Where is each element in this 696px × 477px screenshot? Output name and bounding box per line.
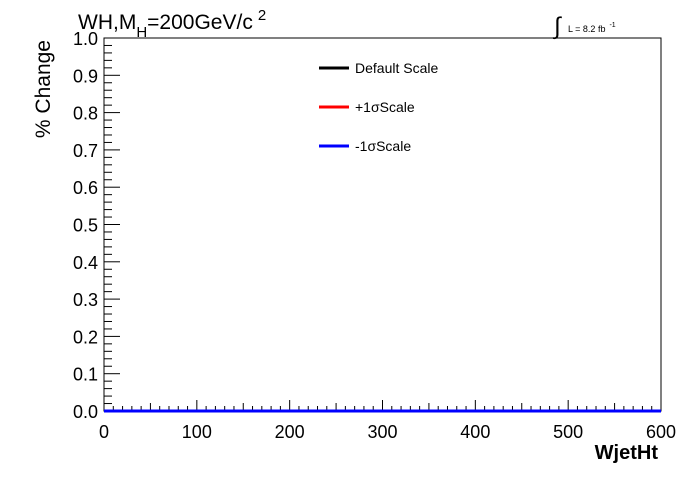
y-axis-label: % Change	[32, 40, 55, 138]
x-tick-label: 200	[275, 422, 305, 442]
lumi-integral-symbol: ∫	[552, 13, 562, 40]
chart-title-superscript: 2	[258, 7, 266, 24]
x-axis-ticks	[103, 400, 662, 411]
y-tick-label: 0.1	[73, 365, 98, 385]
y-tick-label: 0.4	[73, 253, 98, 273]
y-tick-label: 0.2	[73, 327, 98, 347]
chart-title: WH,MH=200GeV/c 2	[78, 7, 266, 41]
y-axis-ticks	[104, 37, 120, 412]
chart-title-main: WH,M	[78, 11, 136, 34]
lumi-label: L = 8.2 fb -1	[568, 22, 616, 34]
x-axis-tick-labels: 0 100 200 300 400 500 600	[99, 422, 676, 442]
legend: Default Scale +1σScale -1σScale	[319, 60, 438, 154]
x-axis-label: WjetHt	[595, 442, 659, 464]
x-tick-label: 400	[460, 422, 490, 442]
x-tick-label: 300	[367, 422, 397, 442]
lumi-text: L = 8.2 fb	[568, 24, 605, 34]
legend-label: +1σScale	[355, 99, 415, 115]
legend-label: -1σScale	[355, 138, 411, 154]
y-tick-label: 0.6	[73, 178, 98, 198]
y-tick-label: 0.8	[73, 104, 98, 124]
y-tick-label: 0.3	[73, 290, 98, 310]
x-tick-label: 100	[182, 422, 212, 442]
plot-frame	[103, 37, 662, 412]
chart-title-subscript: H	[136, 24, 147, 41]
x-tick-label: 0	[99, 422, 109, 442]
y-tick-label: 0.5	[73, 216, 98, 236]
chart-title-rest: =200GeV/c	[147, 11, 253, 34]
y-tick-label: 1.0	[73, 29, 98, 49]
y-tick-label: 0.0	[73, 402, 98, 422]
y-tick-label: 0.7	[73, 141, 98, 161]
x-tick-label: 500	[553, 422, 583, 442]
lumi-superscript: -1	[609, 22, 615, 29]
legend-label: Default Scale	[355, 60, 438, 76]
x-tick-label: 600	[646, 422, 676, 442]
y-axis-tick-labels: 0.0 0.1 0.2 0.3 0.4 0.5 0.6 0.7 0.8 0.9 1.0	[73, 29, 98, 422]
y-tick-label: 0.9	[73, 66, 98, 86]
